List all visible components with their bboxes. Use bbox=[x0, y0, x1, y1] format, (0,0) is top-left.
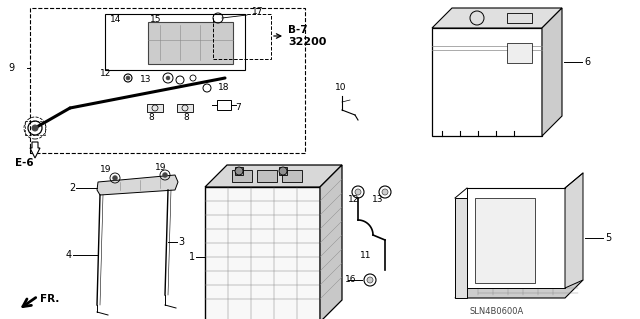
Text: 18: 18 bbox=[218, 84, 230, 93]
Text: 9: 9 bbox=[8, 63, 14, 73]
Text: E-6: E-6 bbox=[15, 158, 34, 168]
Text: 14: 14 bbox=[110, 16, 122, 25]
Polygon shape bbox=[432, 8, 562, 28]
Bar bbox=[257, 170, 277, 182]
Bar bbox=[507, 43, 532, 63]
Circle shape bbox=[235, 167, 243, 175]
Polygon shape bbox=[455, 280, 583, 298]
Text: 15: 15 bbox=[150, 16, 161, 25]
Bar bbox=[232, 170, 252, 182]
Bar bbox=[213, 14, 271, 59]
Text: FR.: FR. bbox=[40, 294, 60, 304]
Circle shape bbox=[163, 173, 168, 177]
Text: 8: 8 bbox=[183, 114, 189, 122]
Bar bbox=[205, 187, 320, 319]
Circle shape bbox=[126, 76, 130, 80]
Polygon shape bbox=[467, 188, 565, 288]
Circle shape bbox=[32, 125, 38, 131]
Text: 6: 6 bbox=[584, 57, 590, 67]
Bar bbox=[507, 13, 532, 23]
Text: 12: 12 bbox=[348, 196, 360, 204]
Circle shape bbox=[166, 76, 170, 80]
Text: 13: 13 bbox=[372, 196, 383, 204]
Text: SLN4B0600A: SLN4B0600A bbox=[470, 307, 524, 315]
Circle shape bbox=[382, 189, 388, 195]
Text: 11: 11 bbox=[360, 250, 371, 259]
Bar bbox=[147, 104, 163, 112]
Polygon shape bbox=[565, 173, 583, 288]
Bar bbox=[217, 100, 231, 110]
Bar bbox=[279, 167, 287, 175]
Text: B-7: B-7 bbox=[288, 25, 308, 35]
Circle shape bbox=[279, 167, 287, 175]
Bar bbox=[177, 104, 193, 112]
Text: 32200: 32200 bbox=[288, 37, 326, 47]
Text: 13: 13 bbox=[140, 76, 152, 85]
Text: 3: 3 bbox=[178, 237, 184, 247]
Circle shape bbox=[113, 175, 118, 181]
Polygon shape bbox=[542, 8, 562, 136]
Text: 16: 16 bbox=[345, 276, 356, 285]
Circle shape bbox=[367, 277, 373, 283]
Polygon shape bbox=[205, 165, 342, 187]
Bar bbox=[235, 167, 243, 175]
Polygon shape bbox=[30, 142, 40, 158]
Text: 12: 12 bbox=[100, 70, 111, 78]
Bar bbox=[105, 14, 245, 70]
Bar bbox=[25, 121, 45, 135]
Text: 17: 17 bbox=[252, 8, 264, 17]
Bar bbox=[30, 8, 305, 153]
Text: 7: 7 bbox=[235, 102, 241, 112]
Bar bbox=[475, 198, 535, 283]
Text: 5: 5 bbox=[605, 233, 611, 243]
Bar bbox=[432, 28, 542, 136]
Circle shape bbox=[355, 189, 361, 195]
Bar bbox=[148, 22, 233, 64]
Text: 4: 4 bbox=[66, 250, 72, 260]
Text: 10: 10 bbox=[335, 84, 346, 93]
Text: 2: 2 bbox=[68, 183, 75, 193]
Bar bbox=[282, 170, 302, 182]
Text: 8: 8 bbox=[148, 114, 154, 122]
Polygon shape bbox=[320, 165, 342, 319]
Bar bbox=[455, 198, 467, 298]
Text: 19: 19 bbox=[100, 166, 111, 174]
Polygon shape bbox=[97, 175, 178, 195]
Text: 1: 1 bbox=[189, 252, 195, 262]
Text: 19: 19 bbox=[155, 164, 166, 173]
